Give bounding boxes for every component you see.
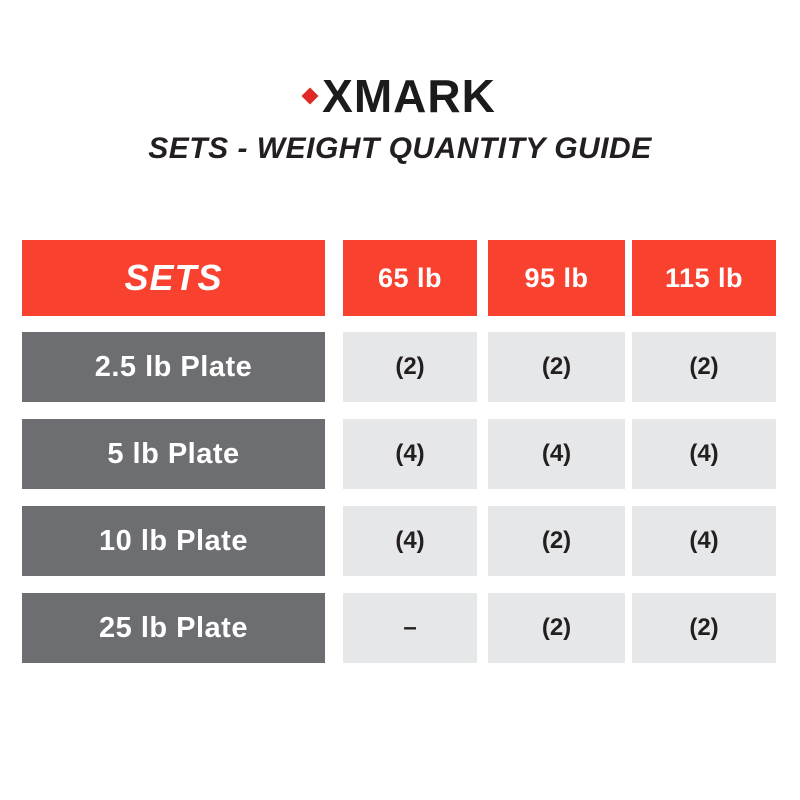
value-text: (4): [689, 527, 719, 554]
sets-table: SETS 65 lb 95 lb 115 lb 2.5 lb Plate (2)…: [22, 240, 776, 663]
table-header-row: SETS 65 lb 95 lb 115 lb: [22, 240, 776, 316]
value-text: (2): [395, 353, 425, 380]
value-cell: (2): [488, 593, 625, 663]
table-row: 25 lb Plate – (2) (2): [22, 593, 776, 663]
table-row: 10 lb Plate (4) (2) (4): [22, 506, 776, 576]
row-label-cell: 5 lb Plate: [22, 419, 325, 489]
value-text: (2): [541, 614, 572, 641]
col-header-65lb: 65 lb: [343, 240, 477, 316]
value-cell: (4): [632, 506, 776, 576]
value-cell: (2): [488, 332, 625, 402]
col-header-115lb: 115 lb: [632, 240, 776, 316]
xmark-diamond-icon: [301, 87, 319, 105]
value-cell: (4): [343, 419, 477, 489]
col-header-65lb-label: 65 lb: [377, 262, 443, 293]
row-label-cell: 2.5 lb Plate: [22, 332, 325, 402]
page-title: SETS - WEIGHT QUANTITY GUIDE: [148, 132, 652, 165]
value-cell: (2): [488, 506, 625, 576]
table-header-sets: SETS: [22, 240, 325, 316]
row-label: 10 lb Plate: [99, 524, 248, 557]
value-text: (4): [541, 440, 572, 467]
value-cell: (2): [632, 332, 776, 402]
value-text: (2): [541, 353, 572, 380]
value-text: (2): [689, 353, 719, 380]
value-cell: (2): [632, 593, 776, 663]
brand-logo-text: XMARK: [322, 70, 496, 122]
row-label: 5 lb Plate: [107, 437, 240, 470]
col-header-95lb-label: 95 lb: [524, 262, 589, 293]
value-text: (2): [689, 614, 719, 641]
value-cell: –: [343, 593, 477, 663]
value-text: (4): [395, 527, 425, 554]
brand-logo: XMARK: [0, 72, 800, 120]
value-cell: (2): [343, 332, 477, 402]
col-header-115lb-label: 115 lb: [664, 262, 744, 293]
col-header-95lb: 95 lb: [488, 240, 625, 316]
value-cell: (4): [488, 419, 625, 489]
value-text: (4): [395, 440, 425, 467]
table-row: 5 lb Plate (4) (4) (4): [22, 419, 776, 489]
row-label-cell: 25 lb Plate: [22, 593, 325, 663]
row-label-cell: 10 lb Plate: [22, 506, 325, 576]
row-label: 25 lb Plate: [99, 611, 248, 644]
row-label: 2.5 lb Plate: [94, 350, 253, 383]
value-text: –: [403, 614, 417, 641]
value-text: (2): [541, 527, 572, 554]
table-row: 2.5 lb Plate (2) (2) (2): [22, 332, 776, 402]
value-cell: (4): [632, 419, 776, 489]
table-header-sets-label: SETS: [124, 257, 223, 298]
page-header: XMARK SETS - WEIGHT QUANTITY GUIDE: [0, 0, 800, 166]
value-text: (4): [689, 440, 719, 467]
value-cell: (4): [343, 506, 477, 576]
